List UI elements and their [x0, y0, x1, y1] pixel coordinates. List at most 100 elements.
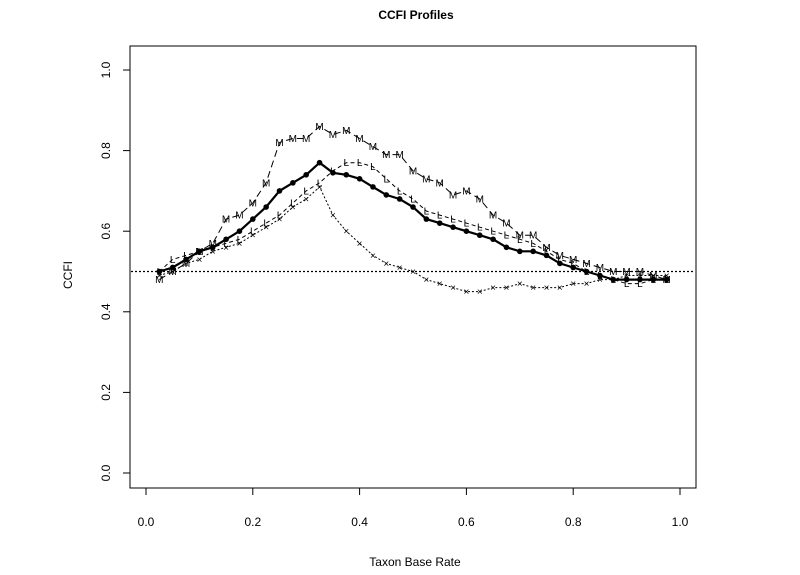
data-point: M: [569, 255, 577, 266]
data-point: ×: [517, 279, 523, 290]
data-point: L: [557, 255, 563, 266]
data-point: L: [263, 219, 269, 230]
data-point: L: [357, 158, 363, 169]
data-point: [543, 252, 550, 259]
data-point: L: [290, 198, 296, 209]
series-line: [159, 186, 667, 293]
series-line: [158, 162, 667, 285]
data-point: L: [343, 158, 349, 169]
data-point: M: [249, 198, 257, 209]
data-point: L: [424, 207, 430, 218]
data-point: L: [530, 239, 536, 250]
data-point: [503, 244, 510, 251]
data-point: [196, 248, 203, 255]
data-point: M: [476, 194, 484, 205]
data-point: [517, 248, 523, 255]
data-point: [530, 248, 536, 255]
data-point: ×: [370, 251, 376, 262]
data-point: [557, 260, 563, 267]
data-point: ×: [196, 255, 202, 266]
data-point: M: [289, 134, 297, 145]
data-point: [610, 276, 617, 283]
data-point: M: [182, 259, 190, 270]
y-tick-label: 0.2: [99, 384, 113, 401]
data-point: [383, 192, 390, 198]
data-point: M: [355, 134, 363, 145]
data-point: [290, 180, 296, 186]
data-point: L: [397, 186, 403, 197]
data-point: ×: [223, 243, 229, 254]
chart-title: CCFI Profiles: [378, 8, 454, 22]
data-point: [343, 171, 350, 178]
data-point: L: [504, 231, 510, 242]
data-point: M: [502, 219, 510, 230]
data-point: [263, 204, 269, 210]
series-1: MMMMMMMMMMMMMMMMMMMMMMMMMMMMMMMMMMMMMMM: [155, 122, 671, 286]
data-point: [650, 276, 657, 283]
data-point: L: [223, 239, 229, 250]
data-point: L: [317, 178, 323, 189]
data-point: [637, 276, 643, 283]
data-point: ×: [330, 211, 336, 222]
data-point: ×: [544, 283, 550, 294]
data-point: ×: [383, 259, 389, 270]
data-point: [183, 256, 189, 263]
data-point: M: [489, 211, 497, 222]
data-point: ×: [410, 267, 416, 278]
data-point: M: [409, 166, 417, 177]
data-point: M: [235, 211, 243, 222]
data-point: [356, 176, 363, 182]
data-point: L: [183, 251, 189, 262]
series-line: [159, 125, 667, 281]
data-point: ×: [584, 279, 590, 290]
x-tick-label: 0.8: [565, 515, 582, 529]
data-point: [623, 276, 630, 283]
data-point: [396, 196, 403, 202]
data-point: M: [155, 275, 163, 286]
x-tick-label: 0.6: [458, 515, 475, 529]
data-point: M: [169, 267, 177, 278]
data-point: ×: [463, 287, 469, 298]
data-point: ×: [624, 271, 630, 282]
data-point: M: [262, 178, 270, 189]
x-tick-label: 0.0: [138, 515, 155, 529]
data-point: [476, 232, 483, 239]
data-point: [236, 228, 243, 234]
data-point: [276, 188, 283, 194]
data-point: L: [410, 194, 416, 205]
data-point: M: [329, 130, 337, 141]
data-point: ×: [357, 239, 363, 250]
data-point: M: [315, 122, 323, 133]
data-point: M: [369, 142, 377, 153]
data-point: ×: [237, 239, 243, 250]
data-point: L: [464, 219, 470, 230]
data-point: [156, 268, 163, 275]
data-point: M: [529, 231, 537, 242]
data-point: ×: [423, 275, 429, 286]
data-point: ×: [437, 279, 443, 290]
data-point: [597, 272, 603, 279]
data-point: M: [462, 186, 470, 197]
data-point: ×: [637, 271, 643, 282]
y-tick-label: 1.0: [99, 61, 113, 78]
series-layer: ×××××××××××××××××××××××××××××××××××××××L…: [155, 122, 671, 298]
data-point: M: [516, 231, 524, 242]
data-point: M: [209, 239, 217, 250]
y-tick-label: 0.8: [99, 142, 113, 159]
data-point: M: [636, 267, 644, 278]
data-point: M: [556, 251, 564, 262]
series-0: [156, 159, 670, 283]
data-point: ×: [530, 283, 536, 294]
data-point: L: [570, 259, 576, 270]
data-point: [330, 169, 336, 176]
data-point: [370, 184, 376, 190]
data-point: [663, 276, 670, 283]
data-point: ×: [277, 215, 283, 226]
data-point: L: [517, 235, 523, 246]
data-point: ×: [477, 287, 483, 298]
data-point: L: [624, 279, 630, 290]
data-point: L: [450, 215, 456, 226]
data-point: M: [596, 263, 604, 274]
axes: 0.0 0.2 0.4 0.6 0.8 1.0 0.0 0.2 0.4 0.6 0.8 1.0: [99, 61, 689, 529]
